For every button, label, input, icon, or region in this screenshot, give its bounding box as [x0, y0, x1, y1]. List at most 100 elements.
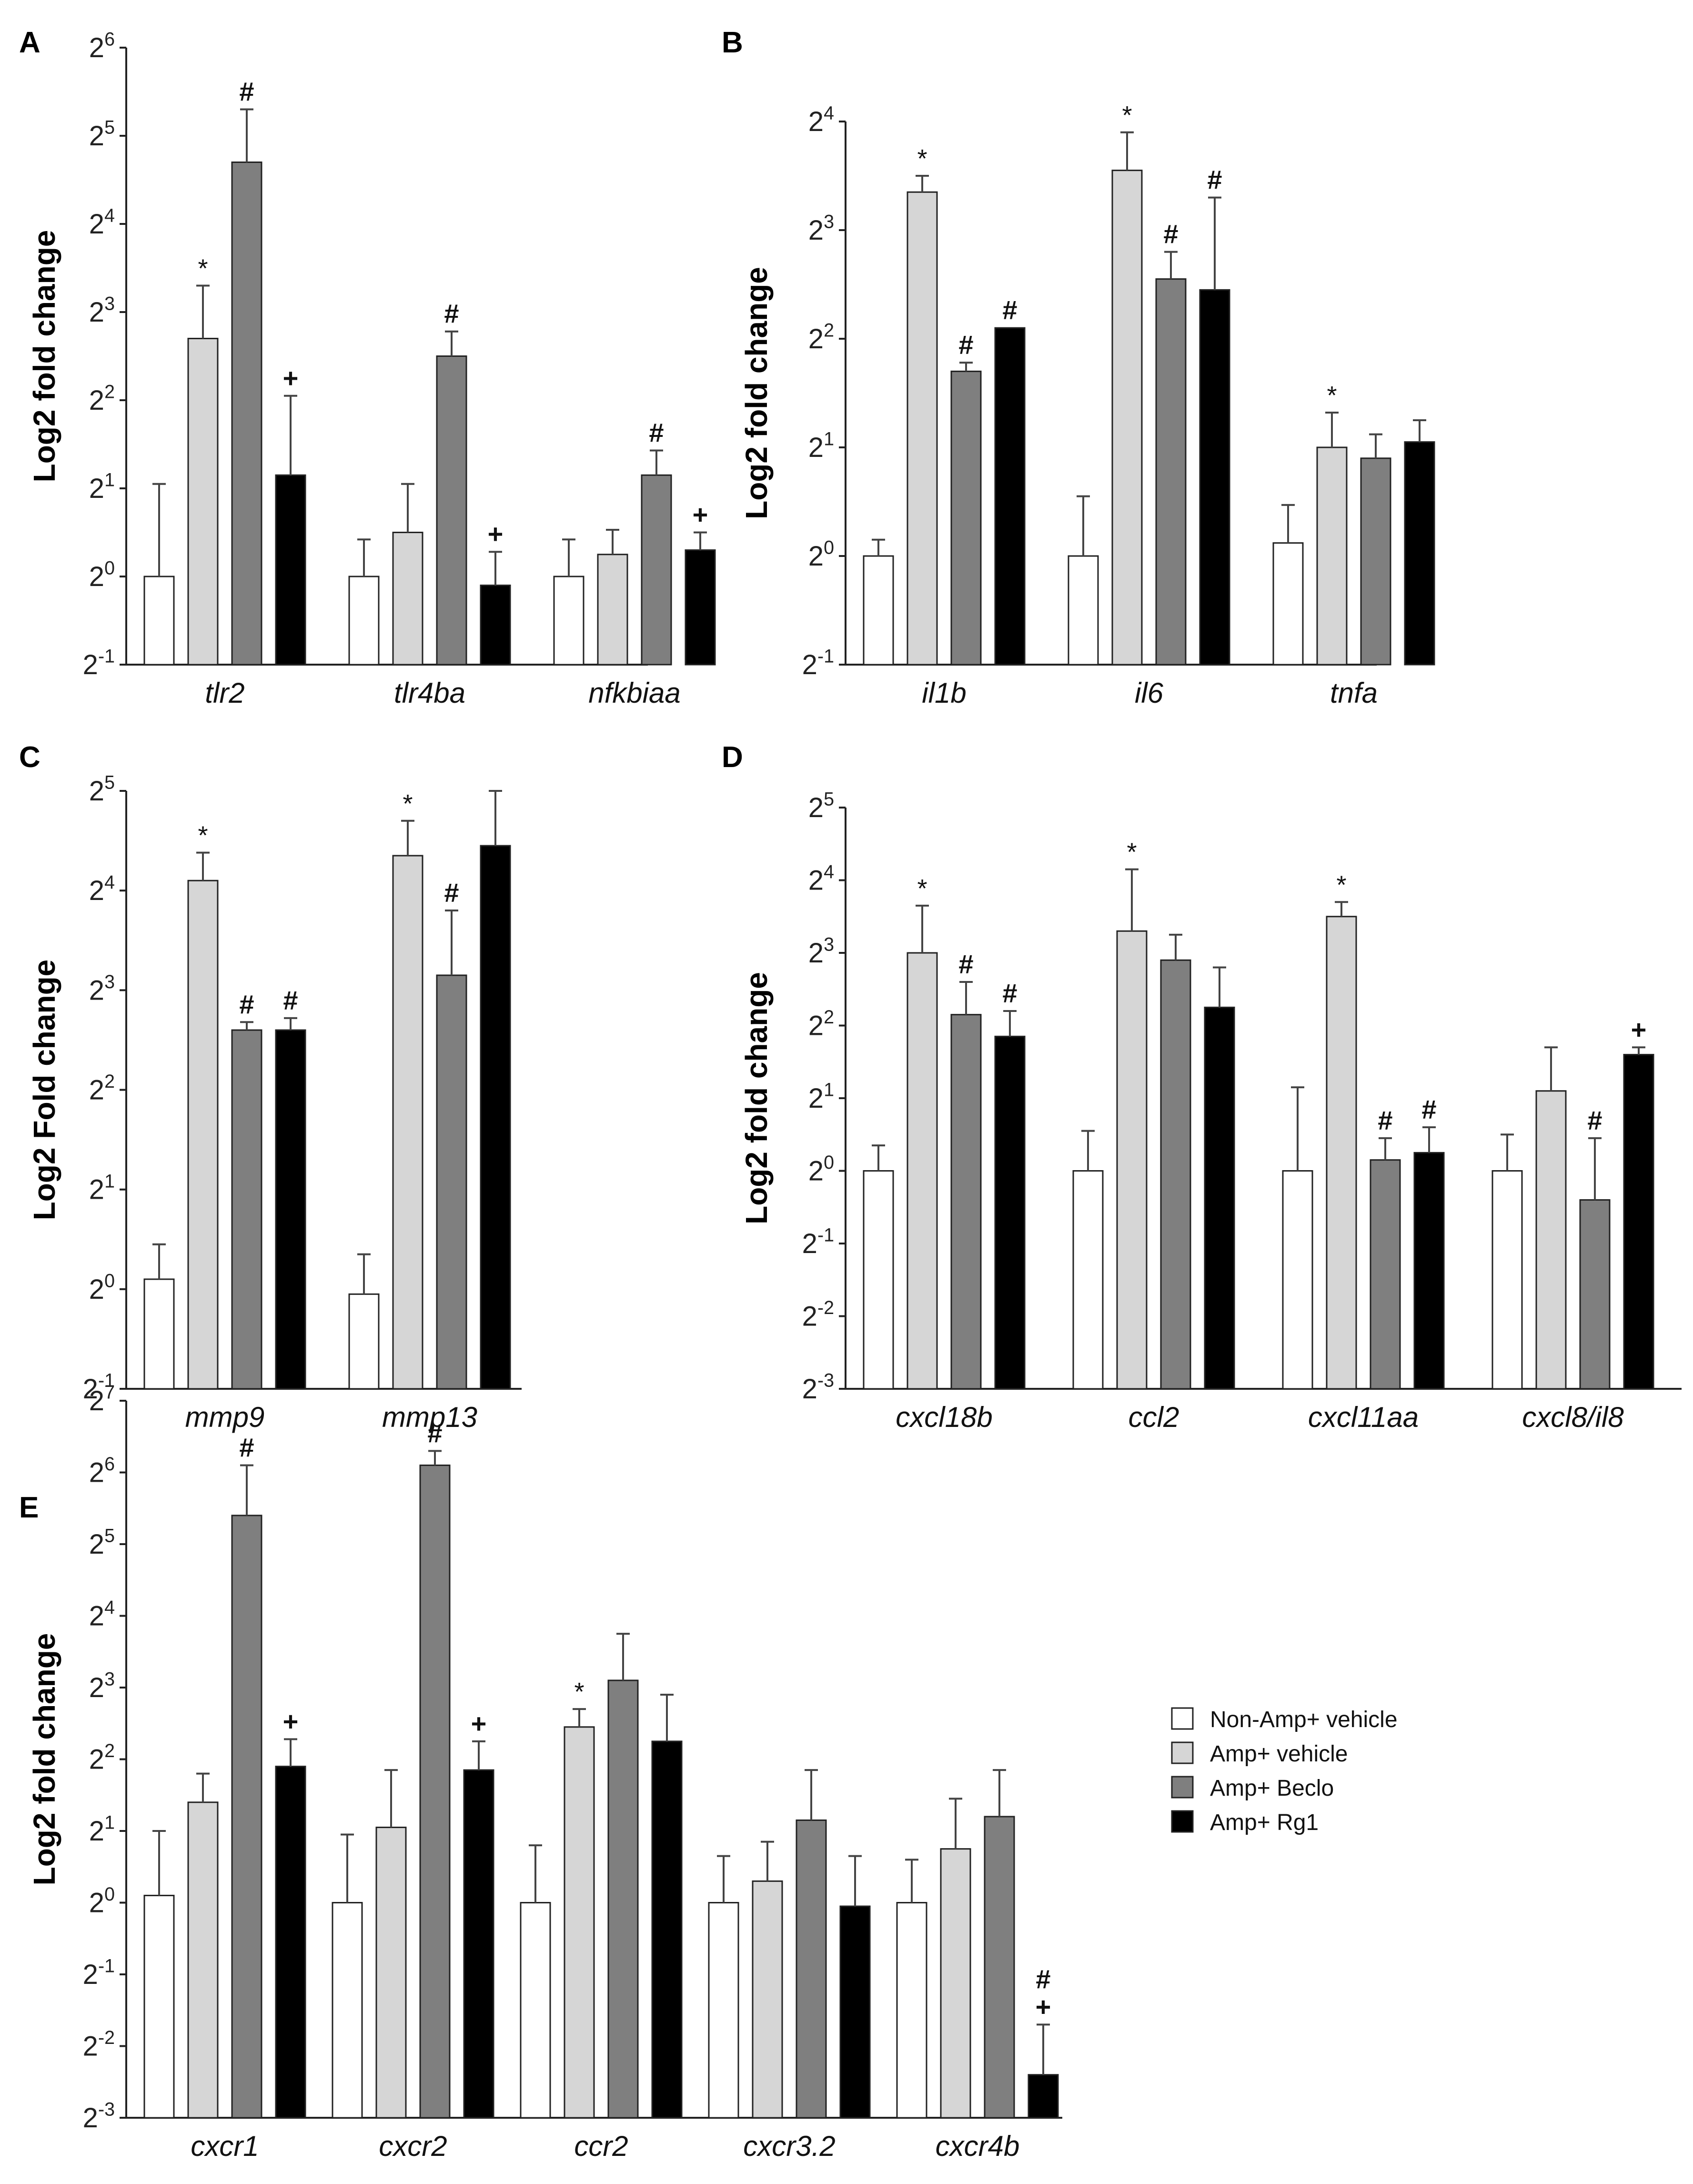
legend-swatch-amp-rg1: [1171, 1810, 1194, 1833]
bar-cxcr2-non-amp-vehicle: [332, 1902, 363, 2119]
sig-marker-cxcl8-il8-amp-rg1: +: [1631, 1014, 1647, 1044]
category-label-ccr2: ccr2: [574, 2130, 628, 2162]
y-tick-label: 2-1: [83, 1370, 115, 1405]
panel-b-cytokine-chart: B 2-1 20 21 22 23 24 Log2 fold change * # # il1b * # #…: [722, 26, 1435, 709]
bar-mmp13-non-amp-vehicle: [348, 1293, 380, 1390]
bar-cxcr3-2-amp-beclo: [796, 1819, 827, 2119]
sig-marker-il1b-amp-rg1: #: [1002, 295, 1017, 325]
category-label-cxcl8-il8: cxcl8/il8: [1522, 1401, 1624, 1433]
bar-cxcr1-amp-beclo: [231, 1515, 262, 2119]
y-axis-title: Log2 fold change: [739, 267, 774, 519]
bar-cxcl18b-amp-beclo: [950, 1014, 982, 1390]
bar-tlr4ba-amp-vehicle: [392, 532, 423, 666]
bar-tlr2-amp-beclo: [231, 162, 262, 666]
y-tick-label: 20: [808, 537, 834, 572]
y-tick-label: 2-1: [83, 646, 115, 680]
bar-cxcr4b-non-amp-vehicle: [896, 1902, 927, 2119]
bar-ccr2-amp-beclo: [607, 1679, 639, 2119]
bar-mmp9-amp-beclo: [231, 1029, 262, 1390]
bar-tlr2-amp-vehicle: [187, 338, 219, 666]
legend-label-amp-beclo: Amp+ Beclo: [1210, 1776, 1334, 1801]
bar-cxcl11aa-non-amp-vehicle: [1282, 1170, 1313, 1390]
y-tick-label: 2-1: [83, 1956, 115, 1990]
category-label-tlr4ba: tlr4ba: [394, 677, 465, 709]
bar-il6-amp-vehicle: [1111, 170, 1143, 666]
category-label-tnfa: tnfa: [1330, 677, 1378, 709]
panel-letter-d: D: [722, 741, 743, 774]
sig-marker-ccr2-amp-vehicle: *: [574, 1678, 584, 1706]
panel-d-chemokine-chart: D 2-3 2-2 2-1 20 21 22 23 24 25 Log2 fold change * #…: [722, 741, 1682, 1433]
bar-mmp9-amp-rg1: [275, 1029, 306, 1390]
y-tick-label: 20: [89, 558, 115, 592]
category-label-tlr2: tlr2: [205, 677, 244, 709]
y-axis-title: Log2 fold change: [27, 230, 61, 483]
y-tick-label: 22: [89, 1071, 115, 1105]
category-label-cxcr1: cxcr1: [191, 2130, 259, 2162]
y-tick-label: 27: [89, 1382, 115, 1416]
y-tick-label: 22: [89, 382, 115, 416]
sig-marker-cxcr1-amp-rg1: +: [283, 1706, 299, 1736]
y-tick-label: 21: [808, 1080, 834, 1114]
legend-label-non-amp-vehicle: Non-Amp+ vehicle: [1210, 1707, 1398, 1732]
bar-tlr4ba-non-amp-vehicle: [348, 576, 380, 666]
bar-mmp13-amp-vehicle: [392, 855, 423, 1390]
y-tick-label: 21: [808, 429, 834, 463]
sig-marker-il1b-amp-vehicle: *: [917, 144, 927, 173]
bar-cxcl11aa-amp-beclo: [1370, 1159, 1401, 1390]
sig-marker-cxcr2-amp-beclo: #: [427, 1418, 442, 1448]
legend-swatch-non-amp-vehicle: [1171, 1707, 1194, 1730]
category-label-il1b: il1b: [922, 677, 966, 709]
sig-marker-mmp13-amp-vehicle: *: [403, 789, 413, 818]
y-tick-label: 26: [89, 1454, 115, 1488]
bar-il6-amp-beclo: [1155, 278, 1187, 666]
y-tick-label: 20: [89, 1884, 115, 1918]
bar-tlr2-amp-rg1: [275, 474, 306, 666]
y-tick-label: 2-2: [83, 2027, 115, 2062]
y-tick-label: 26: [89, 29, 115, 63]
y-axis-title: Log2 fold change: [739, 972, 774, 1224]
bar-cxcr1-non-amp-vehicle: [143, 1894, 175, 2119]
y-tick-label: 2-1: [802, 646, 834, 680]
panel-a-tlr-chart: A 2-1 20 21 22 23 24 25 26 Log2 fold change * # + tlr…: [19, 26, 716, 709]
bar-il1b-amp-beclo: [950, 370, 982, 666]
y-tick-label: 2-1: [802, 1225, 834, 1259]
bar-tnfa-amp-rg1: [1404, 441, 1435, 666]
category-label-cxcr3-2: cxcr3.2: [743, 2130, 835, 2162]
sig-marker-cxcr4b-amp-rg1: #: [1036, 1964, 1050, 1994]
bar-cxcl18b-non-amp-vehicle: [863, 1170, 894, 1390]
bar-il1b-amp-rg1: [994, 327, 1026, 666]
bar-ccr2-amp-vehicle: [564, 1726, 595, 2119]
category-label-cxcl11aa: cxcl11aa: [1308, 1401, 1419, 1433]
y-tick-label: 23: [808, 934, 834, 969]
sig-marker-nfkbiaa-amp-rg1: +: [693, 500, 708, 530]
y-tick-label: 20: [89, 1270, 115, 1304]
bar-cxcr2-amp-vehicle: [375, 1826, 407, 2119]
y-tick-label: 21: [89, 470, 115, 504]
y-tick-label: 23: [89, 293, 115, 328]
sig-marker-tlr4ba-amp-beclo: #: [444, 299, 459, 329]
sig-marker-nfkbiaa-amp-beclo: #: [649, 417, 664, 447]
sig-marker-il6-amp-rg1: #: [1207, 165, 1222, 195]
panel-letter-a: A: [19, 26, 40, 59]
sig-marker-cxcl18b-amp-vehicle: *: [917, 874, 927, 903]
bar-cxcr4b-amp-vehicle: [940, 1848, 971, 2119]
bar-tlr4ba-amp-beclo: [436, 355, 467, 666]
y-tick-label: 20: [808, 1152, 834, 1186]
category-label-ccl2: ccl2: [1129, 1401, 1179, 1433]
category-label-cxcr4b: cxcr4b: [936, 2130, 1020, 2162]
y-tick-label: 23: [89, 971, 115, 1006]
sig-marker-cxcl18b-amp-beclo: #: [958, 949, 973, 979]
sig-marker-mmp9-amp-rg1: #: [283, 985, 298, 1015]
bar-mmp13-amp-rg1: [480, 845, 511, 1390]
sig-marker-cxcr2-amp-rg1: +: [471, 1709, 487, 1739]
legend-label-amp-vehicle: Amp+ vehicle: [1210, 1741, 1348, 1767]
y-tick-label: 25: [89, 772, 115, 807]
bar-ccr2-non-amp-vehicle: [520, 1902, 551, 2119]
y-tick-label: 25: [808, 789, 834, 823]
sig-marker-mmp9-amp-beclo: #: [239, 989, 254, 1019]
bar-cxcl18b-amp-vehicle: [907, 952, 938, 1390]
y-tick-label: 2-3: [83, 2099, 115, 2133]
y-tick-label: 25: [89, 1526, 115, 1560]
y-tick-label: 24: [89, 1597, 115, 1631]
bar-cxcr1-amp-vehicle: [187, 1801, 219, 2119]
